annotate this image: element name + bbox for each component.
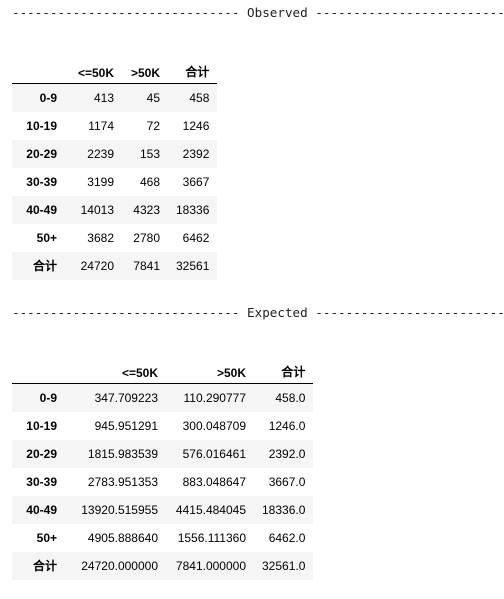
- expected-cell: 576.016461: [182, 446, 246, 461]
- expected-cell: 458.0: [275, 390, 306, 405]
- expected-table-row: 50+ 4905.888640 1556.111360 6462.0: [12, 524, 313, 552]
- expected-cell: 4415.484045: [175, 502, 246, 517]
- observed-cell: 3682: [87, 230, 114, 245]
- expected-index-header: [12, 348, 65, 384]
- expected-table-row: 40-49 13920.515955 4415.484045 18336.0: [12, 495, 314, 524]
- expected-table-row: 0-9 347.709223 110.290777 458.0: [12, 383, 314, 412]
- expected-header-row: <=50K >50K 合计: [12, 348, 314, 384]
- expected-row-label: 30-39: [26, 474, 57, 489]
- observed-cell: 458: [189, 90, 210, 105]
- observed-cell: 468: [139, 174, 160, 189]
- expected-col-total: 合计: [281, 365, 306, 379]
- expected-row-label: 合计: [32, 559, 57, 573]
- expected-cell: 1246.0: [268, 418, 306, 433]
- observed-cell: 2780: [133, 230, 160, 245]
- observed-row-label: 合计: [32, 259, 57, 273]
- expected-cell: 6462.0: [268, 530, 306, 545]
- expected-cell: 24720.000000: [81, 558, 158, 573]
- expected-row-label: 0-9: [39, 390, 57, 405]
- expected-table-row: 合计 24720.000000 7841.000000 32561.0: [12, 551, 314, 580]
- observed-col-total: 合计: [185, 65, 210, 79]
- expected-cell: 18336.0: [262, 502, 306, 517]
- observed-cell: 2239: [87, 146, 114, 161]
- observed-table-row: 30-39 3199 468 3667: [12, 168, 217, 196]
- observed-separator: ------------------------------ Observed …: [12, 5, 504, 20]
- observed-table-row: 50+ 3682 2780 6462: [12, 224, 217, 252]
- observed-cell: 6462: [182, 230, 210, 245]
- observed-col-gt50k: >50K: [130, 66, 160, 80]
- observed-cell: 32561: [176, 258, 210, 273]
- expected-row-label: 50+: [36, 530, 57, 545]
- expected-cell: 3667.0: [268, 474, 306, 489]
- expected-cell: 1556.111360: [177, 530, 246, 545]
- observed-index-header: [12, 48, 65, 84]
- expected-cell: 2783.951353: [87, 474, 158, 489]
- expected-separator: ------------------------------ Expected …: [12, 305, 504, 320]
- observed-cell: 72: [146, 118, 160, 133]
- observed-cell: 3667: [182, 174, 210, 189]
- expected-cell: 1815.983539: [87, 446, 158, 461]
- observed-col-le50k: <=50K: [77, 66, 114, 80]
- expected-cell: 4905.888640: [87, 530, 158, 545]
- expected-table-row: 20-29 1815.983539 576.016461 2392.0: [12, 439, 314, 468]
- observed-cell: 45: [146, 90, 160, 105]
- observed-cell: 24720: [80, 258, 114, 273]
- observed-cell: 3199: [87, 174, 114, 189]
- observed-table-row: 20-29 2239 153 2392: [12, 139, 218, 168]
- expected-row-label: 40-49: [26, 502, 57, 517]
- observed-cell: 413: [93, 90, 114, 105]
- expected-cell: 110.290777: [183, 390, 246, 405]
- observed-cell: 7841: [133, 258, 160, 273]
- observed-table-row: 合计 24720 7841 32561: [12, 251, 218, 280]
- expected-cell: 32561.0: [262, 558, 306, 573]
- expected-table: <=50K >50K 合计 0-9 347.709223 110.290777 458…: [12, 348, 314, 580]
- observed-cell: 14013: [80, 202, 114, 217]
- expected-col-gt50k: >50K: [216, 366, 246, 380]
- expected-cell: 7841.000000: [175, 558, 246, 573]
- expected-cell: 945.951291: [94, 418, 158, 433]
- observed-header-row: <=50K >50K 合计: [12, 48, 218, 84]
- observed-row-label: 30-39: [26, 174, 57, 189]
- observed-cell: 1174: [88, 118, 114, 133]
- expected-cell: 347.709223: [94, 390, 158, 405]
- observed-table-row: 10-19 1174 72 1246: [12, 112, 217, 140]
- observed-cell: 153: [139, 146, 160, 161]
- observed-row-label: 20-29: [26, 146, 57, 161]
- expected-table-row: 30-39 2783.951353 883.048647 3667.0: [12, 468, 313, 496]
- expected-row-label: 20-29: [26, 446, 57, 461]
- observed-row-label: 40-49: [26, 202, 57, 217]
- observed-cell: 4323: [133, 202, 160, 217]
- observed-cell: 1246: [182, 118, 210, 133]
- expected-cell: 300.048709: [182, 418, 246, 433]
- expected-table-body: 0-9 347.709223 110.290777 458.0 10-19 945.951…: [12, 383, 314, 580]
- observed-row-label: 10-19: [26, 118, 57, 133]
- expected-cell: 13920.515955: [81, 502, 158, 517]
- expected-cell: 2392.0: [268, 446, 306, 461]
- observed-row-label: 50+: [36, 230, 57, 245]
- observed-cell: 2392: [182, 146, 210, 161]
- expected-row-label: 10-19: [26, 418, 57, 433]
- observed-table-row: 0-9 413 45 458: [12, 83, 218, 112]
- expected-table-row: 10-19 945.951291 300.048709 1246.0: [12, 412, 313, 440]
- observed-table-row: 40-49 14013 4323 18336: [12, 195, 218, 224]
- expected-cell: 883.048647: [182, 474, 246, 489]
- expected-col-le50k: <=50K: [121, 366, 158, 380]
- observed-row-label: 0-9: [39, 90, 57, 105]
- observed-table: <=50K >50K 合计 0-9 413 45 458 10-19 1174 72 1246…: [12, 48, 218, 280]
- observed-table-body: 0-9 413 45 458 10-19 1174 72 1246 20-29 2239 153 23…: [12, 83, 218, 280]
- observed-cell: 18336: [176, 202, 210, 217]
